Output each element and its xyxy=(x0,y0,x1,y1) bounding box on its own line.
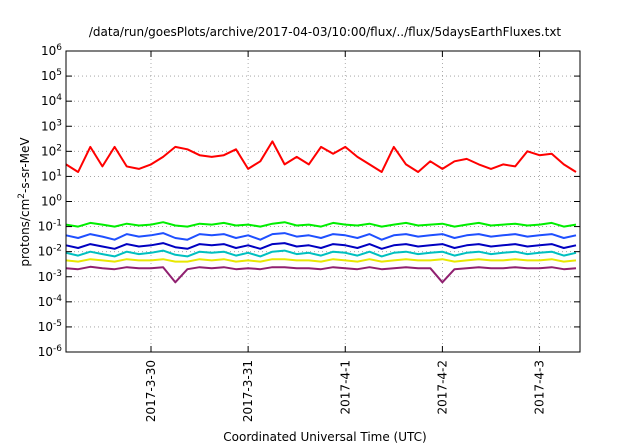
y-tick-exponent: -6 xyxy=(53,344,62,354)
y-tick-label: 101 xyxy=(41,168,62,183)
y-tick-exponent: 0 xyxy=(56,194,62,204)
series-line-2 xyxy=(65,221,577,228)
y-tick-label: 10-2 xyxy=(38,244,62,259)
series-line-1 xyxy=(65,140,577,173)
axis-ticks: 10-610-510-410-310-210-11001011021031041… xyxy=(38,43,580,422)
y-tick-base: 10 xyxy=(41,195,56,209)
y-tick-label: 102 xyxy=(41,143,62,158)
x-tick-label: 2017-4-3 xyxy=(533,360,547,414)
y-tick-exponent: 2 xyxy=(56,143,62,153)
y-tick-exponent: -3 xyxy=(53,269,62,279)
series-group xyxy=(65,140,577,284)
x-tick-label: 2017-3-30 xyxy=(144,360,158,422)
x-tick-label: 2017-4-2 xyxy=(435,360,449,414)
y-tick-base: 10 xyxy=(41,69,56,83)
y-axis-label: protons/cm2-s-sr-MeV xyxy=(17,137,32,267)
y-tick-label: 103 xyxy=(41,118,62,133)
y-tick-base: 10 xyxy=(38,345,53,359)
x-tick-label: 2017-4-1 xyxy=(338,360,352,414)
y-tick-label: 104 xyxy=(41,93,62,108)
y-tick-base: 10 xyxy=(38,320,53,334)
series-line-6 xyxy=(65,258,577,263)
series-line-5 xyxy=(65,249,577,258)
x-axis-label: Coordinated Universal Time (UTC) xyxy=(223,430,426,444)
y-tick-label: 10-6 xyxy=(38,344,63,359)
y-tick-base: 10 xyxy=(38,270,53,284)
series-line-4 xyxy=(65,242,577,250)
y-tick-exponent: 6 xyxy=(56,43,62,53)
y-tick-exponent: 5 xyxy=(56,68,62,78)
y-tick-label: 105 xyxy=(41,68,62,83)
y-tick-label: 100 xyxy=(41,194,62,209)
y-axis-label-superscript: 2 xyxy=(17,193,27,199)
grid-lines xyxy=(66,51,580,352)
y-tick-exponent: -1 xyxy=(53,219,62,229)
series-line-7 xyxy=(65,265,577,284)
series-line-3 xyxy=(65,232,577,241)
chart-title: /data/run/goesPlots/archive/2017-04-03/1… xyxy=(89,25,562,39)
y-tick-exponent: -5 xyxy=(53,319,62,329)
y-tick-label: 106 xyxy=(41,43,62,58)
y-tick-base: 10 xyxy=(41,119,56,133)
y-tick-label: 10-5 xyxy=(38,319,62,334)
y-tick-label: 10-4 xyxy=(38,294,63,309)
y-tick-label: 10-1 xyxy=(38,219,62,234)
y-tick-label: 10-3 xyxy=(38,269,62,284)
y-tick-base: 10 xyxy=(38,220,53,234)
y-tick-exponent: -2 xyxy=(53,244,62,254)
x-tick-label: 2017-3-31 xyxy=(241,360,255,422)
y-tick-base: 10 xyxy=(38,295,53,309)
y-tick-base: 10 xyxy=(41,94,56,108)
y-tick-exponent: 1 xyxy=(56,168,62,178)
y-tick-base: 10 xyxy=(41,144,56,158)
y-tick-base: 10 xyxy=(41,169,56,183)
y-axis-label-main: protons/cm xyxy=(18,199,32,267)
y-tick-base: 10 xyxy=(38,245,53,259)
y-tick-exponent: 3 xyxy=(56,118,62,128)
y-tick-exponent: 4 xyxy=(56,93,62,103)
y-tick-exponent: -4 xyxy=(53,294,62,304)
y-tick-base: 10 xyxy=(41,44,56,58)
y-axis-label-unit: -s-sr-MeV xyxy=(18,137,32,193)
